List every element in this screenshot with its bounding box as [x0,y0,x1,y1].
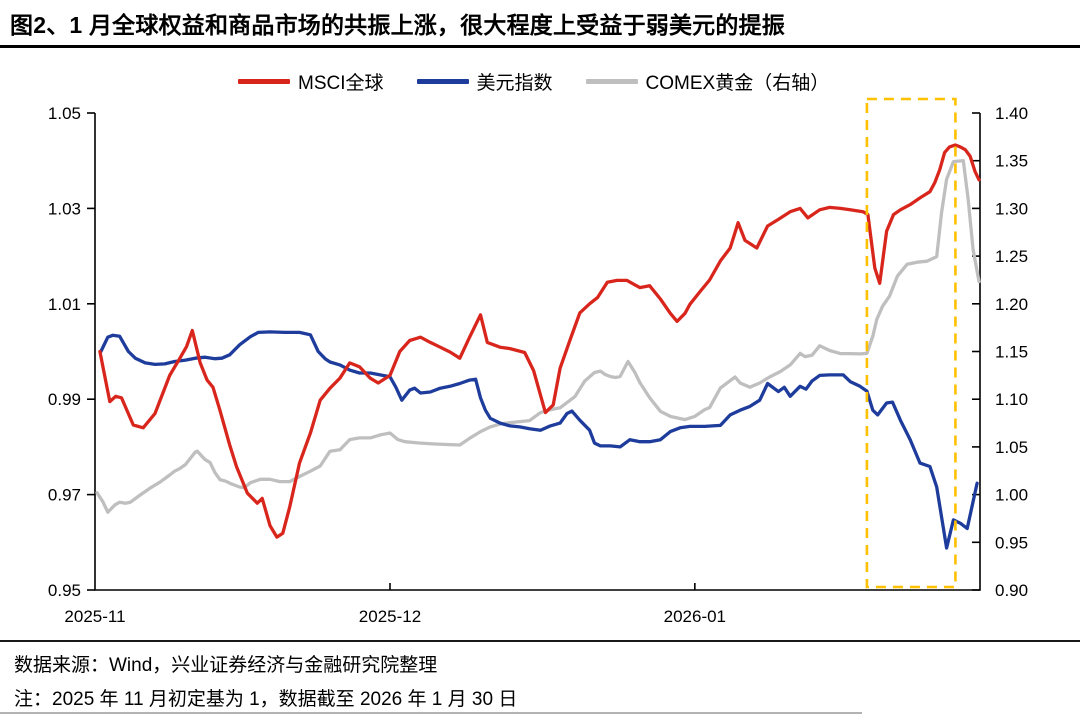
svg-text:1.35: 1.35 [995,152,1028,171]
svg-text:1.20: 1.20 [995,295,1028,314]
svg-text:1.05: 1.05 [995,438,1028,457]
svg-text:1.05: 1.05 [48,104,81,123]
legend-item-usd-index: 美元指数 [416,68,553,95]
svg-text:1.40: 1.40 [995,104,1028,123]
bottom-partial-divider [0,712,862,714]
page-title: 图2、1 月全球权益和商品市场的共振上涨，很大程度上受益于弱美元的提振 [10,12,785,38]
svg-text:1.10: 1.10 [995,390,1028,409]
legend-label-comex-gold: COMEX黄金（右轴） [645,72,830,94]
title-underline [0,45,1080,48]
chart-legend: MSCI全球 美元指数 COMEX黄金（右轴） [238,68,829,94]
svg-text:2025-12: 2025-12 [359,607,421,626]
legend-item-comex-gold: COMEX黄金（右轴） [585,68,830,95]
svg-text:0.97: 0.97 [48,486,81,505]
legend-swatch-msci-red-line [238,78,290,84]
svg-text:1.03: 1.03 [48,199,81,218]
svg-text:2026-01: 2026-01 [664,607,726,626]
svg-text:0.95: 0.95 [995,533,1028,552]
svg-text:1.30: 1.30 [995,199,1028,218]
svg-text:1.15: 1.15 [995,343,1028,362]
legend-item-msci: MSCI全球 [238,68,384,95]
svg-text:1.01: 1.01 [48,295,81,314]
svg-text:0.95: 0.95 [48,581,81,600]
svg-text:1.25: 1.25 [995,247,1028,266]
footer-divider [0,640,1080,642]
legend-label-usd-index: 美元指数 [476,72,553,94]
svg-text:1.00: 1.00 [995,486,1028,505]
legend-swatch-usd-blue-line [416,78,469,84]
svg-text:0.90: 0.90 [995,581,1028,600]
legend-label-msci: MSCI全球 [298,72,384,94]
chart-note: 注：2025 年 11 月初定基为 1，数据截至 2026 年 1 月 30 日 [14,689,518,710]
svg-text:2025-11: 2025-11 [64,607,125,626]
data-source-note: 数据来源：Wind，兴业证券经济与金融研究院整理 [14,655,438,676]
legend-swatch-gold-gray-line [585,78,638,84]
svg-text:0.99: 0.99 [48,390,81,409]
